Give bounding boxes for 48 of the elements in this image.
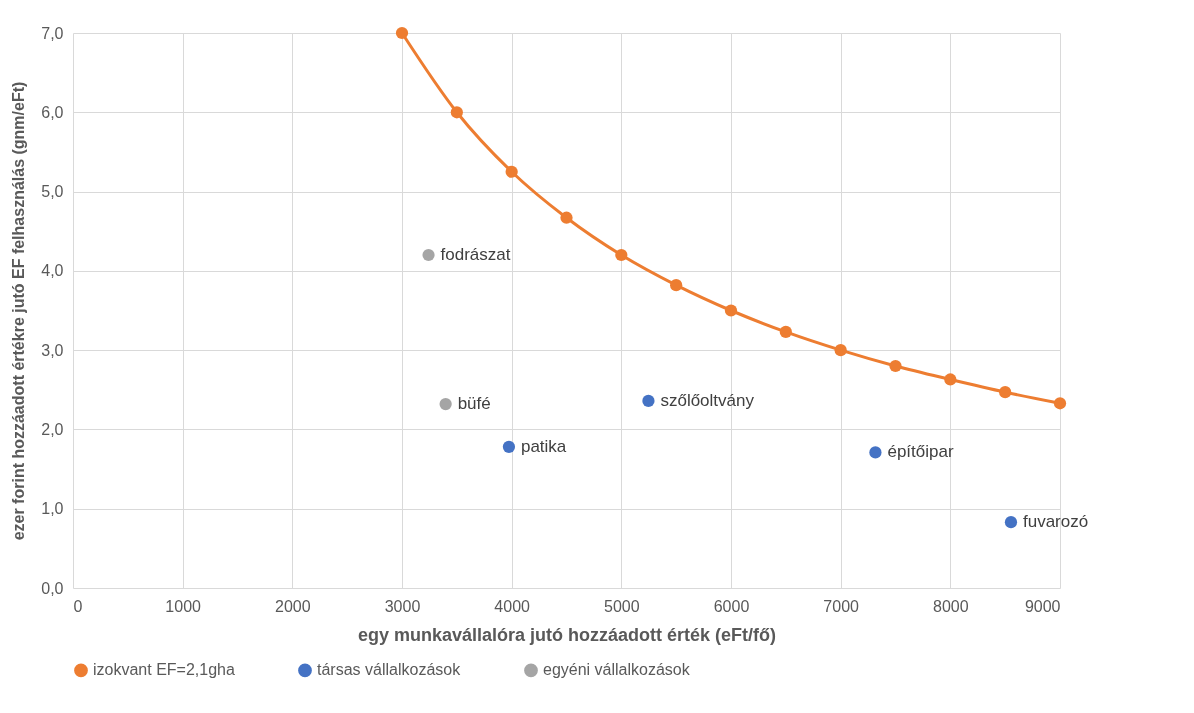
annotation: építőipar: [887, 442, 954, 462]
point: [422, 248, 435, 262]
point: [505, 165, 518, 178]
legend-label: egyéni vállalkozások: [543, 661, 691, 679]
legend-label: izokvant EF=2,1gha: [93, 661, 235, 679]
annotation: fodrászat: [440, 245, 511, 264]
x-tick-label: 7000: [823, 597, 860, 615]
point: [834, 344, 847, 357]
x-tick-label: 5000: [604, 597, 640, 615]
x-tick-label: 1000: [165, 597, 202, 615]
point: [439, 397, 452, 411]
y-tick-label: 7,0: [41, 24, 64, 42]
x-tick-label: 6000: [713, 597, 750, 615]
annotation: szőlőoltvány: [660, 390, 755, 410]
x-tick-label: 2000: [275, 597, 311, 615]
point: [395, 26, 409, 40]
annotation: büfé: [457, 394, 491, 414]
x-tick-label: 4000: [494, 597, 531, 615]
point: [889, 359, 902, 373]
legend-label: társas vállalkozások: [317, 661, 462, 679]
point: [670, 279, 683, 292]
point: [560, 211, 573, 224]
x-tick-label: 8000: [933, 597, 969, 615]
y-tick-label: 5,0: [41, 183, 64, 201]
annotation: fuvarozó: [1022, 512, 1089, 532]
point: [642, 394, 655, 407]
point: [944, 373, 957, 386]
point: [724, 304, 738, 317]
y-tick-label: 4,0: [41, 262, 64, 280]
y-tick-label: 3,0: [41, 341, 64, 359]
y-axis-title: ezer forint hozzáadott értékre jutó EF felhasználás (gnm/eFt): [10, 81, 28, 541]
point: [1053, 397, 1067, 410]
point: [869, 446, 882, 459]
x-axis-title: egy munkavállalóra jutó hozzáadott érték (eFt/fő): [357, 624, 777, 645]
y-tick-label: 2,0: [41, 420, 64, 438]
point: [1004, 516, 1018, 529]
x-tick-label: 0: [73, 597, 83, 615]
point: [450, 106, 463, 119]
point: [615, 248, 628, 262]
x-tick-label: 9000: [1024, 597, 1061, 615]
point: [779, 325, 792, 339]
y-tick-label: 0,0: [41, 579, 64, 597]
x-tick-label: 3000: [384, 597, 421, 615]
point: [999, 386, 1012, 399]
y-tick-label: 6,0: [41, 103, 64, 121]
annotation: patika: [520, 436, 567, 456]
point: [502, 440, 516, 453]
y-tick-label: 1,0: [41, 500, 64, 518]
